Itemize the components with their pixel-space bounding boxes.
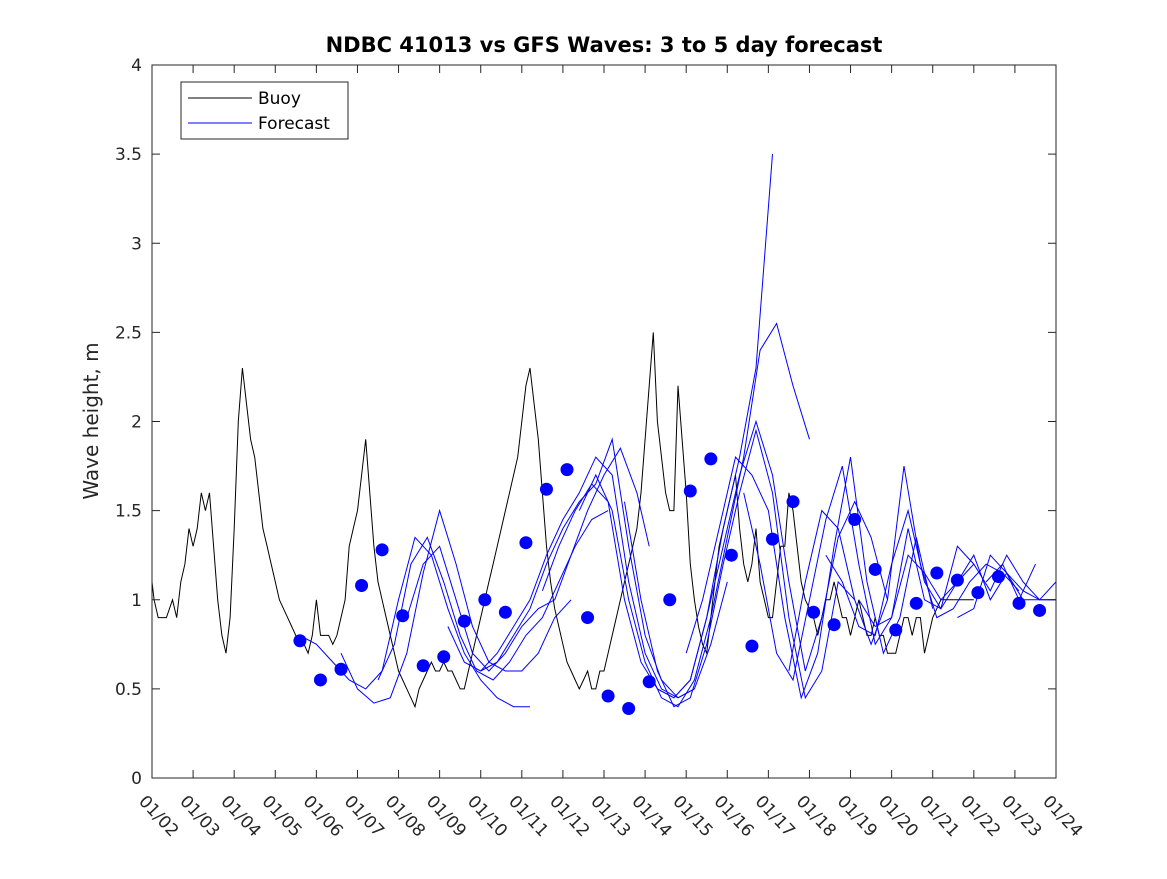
y-tick-label: 0 [131,769,142,789]
forecast-point [519,536,533,550]
forecast-point [765,532,779,546]
forecast-point [950,573,964,587]
y-tick-label: 0.5 [115,680,142,700]
forecast-point [683,484,697,498]
forecast-point [1033,603,1047,617]
forecast-point [704,452,718,466]
forecast-point [745,639,759,653]
y-axis-label: Wave height, m [79,342,103,499]
forecast-point [560,463,574,477]
forecast-point [478,593,492,607]
forecast-point [334,662,348,676]
forecast-line-3 [406,447,650,672]
forecast-point [313,673,327,687]
plot-area [151,154,1057,715]
legend: Buoy Forecast [180,81,349,140]
forecast-point [622,701,636,715]
forecast-point [396,609,410,623]
forecast-point [293,634,307,648]
forecast-line-8 [624,428,856,708]
legend-box [180,81,349,140]
forecast-point [375,543,389,557]
forecast-point [437,650,451,664]
forecast-point [827,618,841,632]
y-tick-label: 3 [131,234,142,254]
forecast-point [848,513,862,527]
y-tick-label: 1.5 [115,502,142,522]
forecast-point [868,562,882,576]
forecast-point [601,689,615,703]
forecast-line-7 [578,322,810,708]
y-tick-label: 2.5 [115,323,142,343]
y-tick-label: 4 [131,56,142,76]
forecast-point [991,570,1005,584]
forecast-line-4 [447,456,695,699]
forecast-line-11 [743,465,975,682]
forecast-line-12 [788,466,1020,672]
forecast-point [457,614,471,628]
forecast-point [889,623,903,637]
forecast-point [971,586,985,600]
forecast-point [498,605,512,619]
forecast-point [1012,596,1026,610]
forecast-point [416,659,430,673]
forecast-line-10 [685,456,934,700]
y-tick-label: 3.5 [115,145,142,165]
forecast-point [642,675,656,689]
forecast-point [909,596,923,610]
y-tick-label: 2 [131,413,142,433]
forecast-point [786,495,800,509]
forecast-point [539,482,553,496]
forecast-line-1 [340,508,572,704]
forecast-point [663,593,677,607]
forecast-point [807,605,821,619]
forecast-point [355,578,369,592]
legend-buoy-label: Buoy [258,89,301,109]
y-tick-label: 1 [131,591,142,611]
forecast-point [581,611,595,625]
forecast-point [930,566,944,580]
forecast-line-9 [657,419,888,699]
forecast-point [724,548,738,562]
legend-forecast-label: Forecast [258,114,330,134]
chart-title: NDBC 41013 vs GFS Waves: 3 to 5 day fore… [326,33,883,57]
